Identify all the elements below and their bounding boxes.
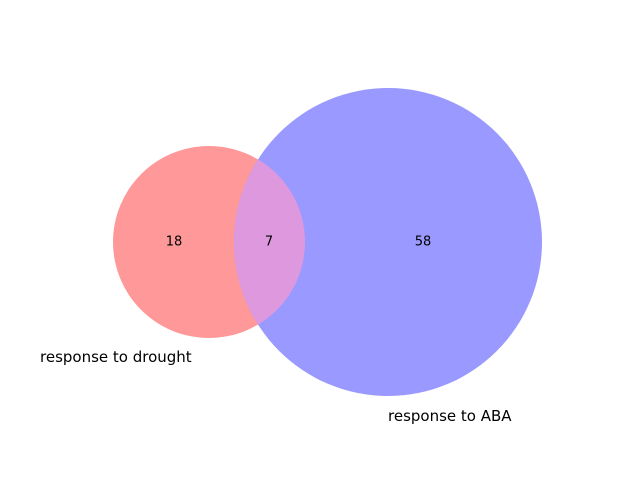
- circle-response-to-aba: [234, 88, 542, 396]
- label-response-to-drought: response to drought: [40, 348, 192, 366]
- count-aba-only: 58: [415, 235, 432, 250]
- label-response-to-aba: response to ABA: [388, 407, 512, 425]
- count-drought-only: 18: [166, 235, 183, 250]
- count-intersection: 7: [265, 235, 273, 250]
